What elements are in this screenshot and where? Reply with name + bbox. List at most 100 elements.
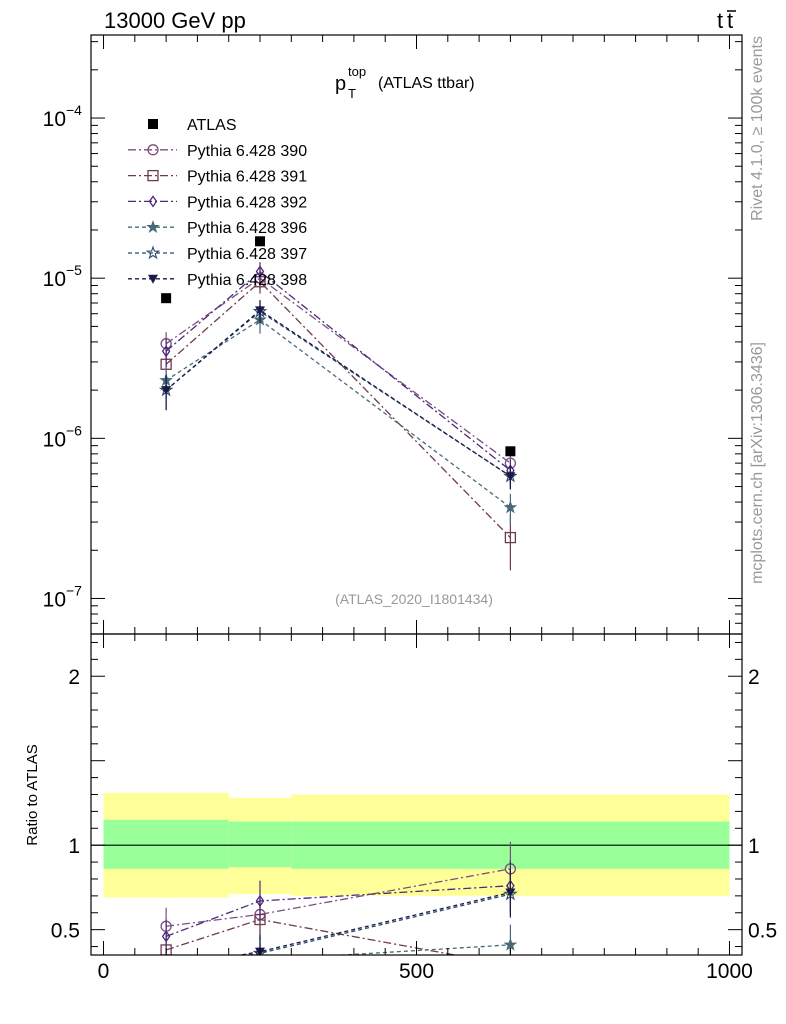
mcplots-label: mcplots.cern.ch [arXiv:1306.3436] <box>749 342 766 584</box>
ratio-ylabel: Ratio to ATLAS <box>24 744 41 845</box>
legend-label-p392: Pythia 6.428 392 <box>187 194 307 211</box>
beam-label: 13000 GeV pp <box>104 8 246 33</box>
series-line-p398 <box>165 309 511 477</box>
ratio-y-tick-label: 0.5 <box>51 920 80 943</box>
uncertainty-band-inner <box>228 821 292 868</box>
legend-item-p396: Pythia 6.428 396 <box>128 219 307 237</box>
plot-title: p top T (ATLAS ttbar) <box>335 64 475 101</box>
main-panel: 10−410−510−610−7 p top T (ATLAS ttbar) (… <box>43 34 743 635</box>
series-line-p396 <box>165 318 511 508</box>
point-atlas <box>505 446 516 457</box>
title-sup: top <box>348 64 366 79</box>
ratio-point-p396 <box>259 952 261 955</box>
legend-marker-p392 <box>148 195 158 208</box>
legend-marker-p391 <box>147 169 159 182</box>
point-p398 <box>161 386 172 396</box>
ratio-point-p396 <box>503 937 518 951</box>
main-y-tick-label: 10 −5 <box>43 262 83 291</box>
ratio-line-p398 <box>237 891 511 955</box>
point-atlas <box>161 293 172 304</box>
legend-item-p398: Pythia 6.428 398 <box>128 272 307 289</box>
process-tbar: t <box>727 8 733 33</box>
ratio-series-p396 <box>165 924 518 955</box>
title-main: p <box>335 73 346 95</box>
main-y-tick-label-base: 10 <box>43 268 66 291</box>
legend-marker-p396 <box>146 219 160 234</box>
ratio-point-p397 <box>252 945 268 955</box>
series-p398 <box>161 300 516 490</box>
series-p397 <box>158 301 518 490</box>
series-line-p391 <box>165 280 511 539</box>
ratio-y-tick-label-right: 1 <box>748 835 760 858</box>
ratio-line-p397 <box>245 893 511 955</box>
legend-item-p397: Pythia 6.428 397 <box>128 245 307 263</box>
point-atlas <box>255 236 266 247</box>
main-y-tick-label-base: 10 <box>43 108 66 131</box>
point-p392 <box>161 345 171 358</box>
main-y-tick-label: 10 −6 <box>43 422 83 451</box>
legend-label-p391: Pythia 6.428 391 <box>187 169 307 186</box>
ratio-line-p391 <box>165 918 459 955</box>
main-y-tick-label: 10 −7 <box>43 582 83 611</box>
main-series-layer <box>158 236 518 571</box>
analysis-tag: (ATLAS_2020_I1801434) <box>335 591 493 607</box>
ratio-point-p391 <box>505 960 515 970</box>
legend-item-p390: Pythia 6.428 390 <box>128 143 307 160</box>
ratio-y-tick-label: 1 <box>68 835 80 858</box>
x-tick-label: 500 <box>399 960 434 983</box>
ratio-y-tick-label: 2 <box>68 666 80 689</box>
point-p398 <box>255 306 266 316</box>
process-t: t <box>717 8 723 33</box>
ratio-point-p398 <box>161 965 171 974</box>
legend-marker-p398 <box>148 274 158 284</box>
series-p391 <box>160 271 517 571</box>
series-line-p392 <box>165 270 511 471</box>
legend-label-atlas: ATLAS <box>187 117 237 134</box>
legend: ATLAS Pythia 6.428 390 Pythia 6.428 391 Pyt… <box>128 117 307 289</box>
main-y-tick-label: 10 −4 <box>43 102 83 131</box>
legend-label-p390: Pythia 6.428 390 <box>187 143 307 160</box>
title-rest: (ATLAS ttbar) <box>378 75 475 92</box>
main-y-tick-label-base: 10 <box>43 588 66 611</box>
ratio-panel: 2 2 1 1 0.5 0.5 0 500 1000 Ratio to ATLAS <box>24 633 777 983</box>
ratio-band-layer <box>91 792 742 898</box>
main-y-tick-label-exp: −6 <box>66 422 82 438</box>
ratio-point-p397 <box>160 963 171 974</box>
series-p396 <box>159 308 518 525</box>
series-atlas <box>161 236 516 457</box>
main-y-tick-label-exp: −4 <box>66 102 82 118</box>
legend-item-p391: Pythia 6.428 391 <box>128 169 307 186</box>
series-p392 <box>161 262 515 484</box>
legend-label-p396: Pythia 6.428 396 <box>187 220 307 237</box>
ratio-ticks: 2 2 1 1 0.5 0.5 0 500 1000 <box>51 634 777 983</box>
process-label: t t <box>717 8 736 33</box>
title-sub: T <box>348 86 356 101</box>
point-p398 <box>505 472 516 482</box>
legend-marker-atlas <box>148 119 158 129</box>
main-y-tick-label-exp: −7 <box>66 582 82 598</box>
ratio-y-tick-label-right: 2 <box>748 666 760 689</box>
x-tick-label: 1000 <box>706 960 753 983</box>
ratio-series-p391 <box>160 899 515 970</box>
point-p396 <box>503 500 518 514</box>
ratio-point-p396 <box>165 954 167 955</box>
legend-item-atlas: ATLAS <box>148 117 237 134</box>
ratio-point-p392 <box>255 894 265 908</box>
uncertainty-band-inner <box>103 819 229 869</box>
legend-marker-p397 <box>145 245 161 260</box>
main-ticks: 10−410−510−610−7 <box>43 35 742 635</box>
ratio-point-p398 <box>505 888 516 898</box>
legend-marker-p390 <box>147 144 159 156</box>
ratio-line-p396 <box>332 944 511 955</box>
x-tick-label: 0 <box>98 960 110 983</box>
series-line-p390 <box>165 277 511 464</box>
main-y-tick-label-exp: −5 <box>66 262 82 278</box>
point-p392 <box>255 265 265 278</box>
point-p391 <box>504 531 517 544</box>
legend-item-p392: Pythia 6.428 392 <box>128 194 307 211</box>
ratio-y-tick-label-right: 0.5 <box>748 920 777 943</box>
rivet-label: Rivet 4.1.0, ≥ 100k events <box>749 36 766 221</box>
main-y-tick-label-base: 10 <box>43 428 66 451</box>
ratio-point-p392 <box>161 930 171 943</box>
